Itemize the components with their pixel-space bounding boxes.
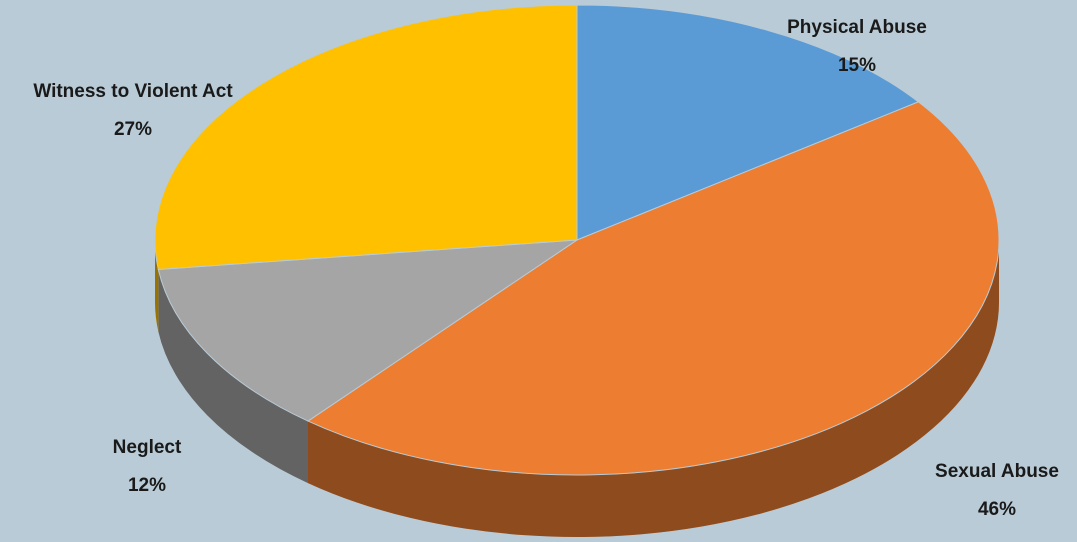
value-label: 12%: [128, 475, 166, 496]
category-label: Physical Abuse: [787, 17, 927, 38]
value-label: 15%: [838, 55, 876, 76]
slice-side: [308, 240, 999, 537]
category-label: Witness to Violent Act: [33, 81, 233, 102]
slice: [157, 239, 579, 422]
slice: [306, 101, 1000, 476]
slice-side-shade: [308, 240, 999, 537]
slice-side-shade: [155, 240, 159, 332]
category-label: Sexual Abuse: [935, 461, 1059, 482]
slice-side: [155, 240, 159, 332]
value-label: 27%: [114, 119, 152, 140]
slice: [154, 4, 578, 270]
value-label: 46%: [978, 499, 1016, 520]
category-label: Neglect: [113, 437, 182, 458]
slice: [576, 4, 920, 241]
